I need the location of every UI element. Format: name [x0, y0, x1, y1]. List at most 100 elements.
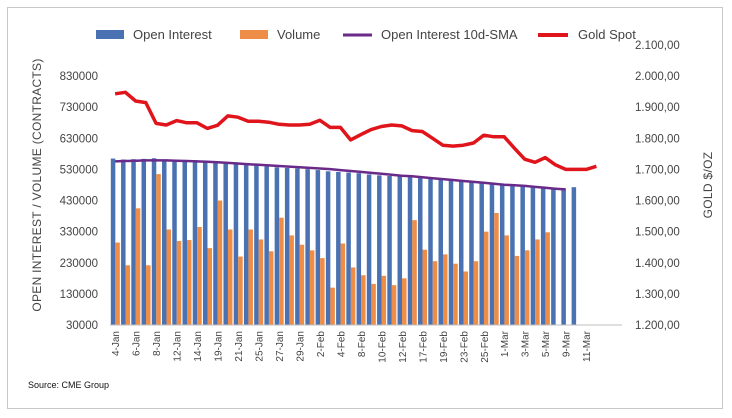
left-tick-label: 630000 [60, 133, 98, 145]
open-interest-bar [489, 183, 495, 325]
x-tick-label: 19-Feb [439, 331, 450, 363]
volume-bar [422, 249, 428, 325]
right-tick-label: 2.000,00 [635, 71, 680, 83]
open-interest-bar [121, 159, 126, 325]
x-tick-label: 6-Jan [132, 331, 143, 356]
volume-bar [381, 275, 387, 325]
x-tick-label: 29-Jan [295, 331, 306, 362]
open-interest-bar [510, 185, 515, 325]
x-tick-label: 10-Feb [377, 331, 388, 363]
open-interest-bar [356, 173, 362, 325]
open-interest-bar [284, 167, 290, 325]
x-tick-label: 25-Jan [254, 331, 265, 362]
volume-bar [227, 229, 233, 325]
open-interest-bar [438, 178, 443, 325]
open-interest-bar [192, 160, 198, 325]
volume-bar [115, 242, 120, 325]
volume-bar [514, 255, 520, 325]
left-axis-ticks: 30000 130000 230000 330000 430000 530000 63000… [60, 71, 98, 332]
open-interest-bar [202, 161, 208, 325]
x-tick-label: 4-Feb [336, 331, 347, 358]
volume-bar [402, 278, 407, 325]
volume-bar [166, 229, 172, 325]
x-tick-label: 12-Jan [173, 331, 184, 362]
open-interest-bar [151, 158, 157, 325]
volume-bar [504, 235, 509, 325]
right-tick-label: 1.500,00 [635, 227, 680, 239]
open-interest-bar [131, 159, 136, 325]
volume-bar [473, 261, 479, 325]
volume-bar [238, 256, 243, 325]
volume-bar [125, 265, 131, 325]
open-interest-bar [377, 175, 382, 325]
open-interest-bar [530, 187, 536, 325]
volume-bar [340, 243, 346, 325]
right-tick-label: 1.200,00 [635, 320, 680, 332]
volume-bars [115, 174, 550, 325]
volume-bar [258, 239, 264, 325]
open-interest-bar [366, 174, 372, 325]
left-tick-label: 830000 [60, 71, 98, 83]
right-axis-title: GOLD $/OZ [701, 152, 715, 219]
left-tick-label: 730000 [60, 102, 98, 114]
volume-bar [535, 239, 540, 325]
volume-bar [483, 231, 489, 325]
open-interest-bar [407, 176, 413, 325]
volume-bar [320, 258, 325, 325]
legend-swatch-open-interest [96, 30, 124, 39]
volume-bar [524, 250, 530, 325]
legend-swatch-volume [240, 30, 268, 39]
left-axis-title: OPEN INTEREST / VOLUME (CONTRACTS) [30, 58, 44, 311]
left-tick-label: 330000 [60, 227, 98, 239]
x-tick-label: 12-Feb [398, 331, 409, 363]
x-tick-label: 11-Mar [582, 330, 593, 362]
x-axis-ticks: 4-Jan 6-Jan 8-Jan 12-Jan 14-Jan 19-Jan 21-Jan 2… [111, 330, 593, 362]
right-tick-label: 1.300,00 [635, 289, 680, 301]
open-interest-bar [243, 164, 249, 325]
volume-bar [217, 200, 223, 325]
x-tick-label: 19-Jan [214, 331, 225, 362]
x-tick-label: 2-Feb [316, 331, 327, 358]
right-tick-label: 2.100,00 [635, 40, 680, 52]
open-interest-bar [264, 166, 269, 325]
volume-bar [330, 287, 335, 325]
x-tick-label: 1-Mar [500, 330, 511, 357]
open-interest-bar [469, 181, 474, 325]
open-interest-bar [571, 187, 577, 325]
x-tick-label: 9-Mar [562, 330, 573, 357]
volume-bar [361, 275, 366, 325]
x-tick-label: 8-Feb [357, 331, 368, 358]
x-tick-label: 27-Jan [275, 331, 286, 362]
right-axis-ticks: 1.200,00 1.300,00 1.400,00 1.500,00 1.600,00… [635, 40, 680, 332]
open-interest-bar [346, 172, 351, 325]
left-tick-label: 130000 [60, 289, 98, 301]
open-interest-bar [141, 158, 147, 325]
legend-label-sma: Open Interest 10d-SMA [381, 27, 518, 42]
open-interest-bar [182, 160, 187, 325]
chart-frame [7, 7, 723, 409]
open-interest-bars [110, 158, 577, 325]
open-interest-bar [448, 179, 454, 325]
volume-bar [279, 217, 284, 325]
legend-label-gold: Gold Spot [578, 27, 636, 42]
open-interest-bar [254, 165, 259, 325]
open-interest-bar [295, 168, 300, 325]
volume-bar [197, 227, 202, 325]
volume-bar [494, 213, 499, 325]
volume-bar [545, 232, 550, 325]
x-tick-label: 5-Mar [541, 330, 552, 357]
x-tick-label: 25-Feb [480, 331, 491, 363]
left-tick-label: 230000 [60, 258, 98, 270]
open-interest-bar [305, 169, 310, 325]
right-tick-label: 1.600,00 [635, 196, 680, 208]
volume-bar [432, 261, 438, 325]
open-interest-bar [458, 180, 464, 325]
open-interest-bar [315, 170, 321, 325]
open-interest-sma-line [115, 159, 566, 191]
legend-label-volume: Volume [277, 27, 320, 42]
volume-bar [156, 174, 161, 325]
volume-bar [135, 208, 141, 325]
volume-bar [309, 250, 315, 325]
right-tick-label: 1.900,00 [635, 102, 680, 114]
